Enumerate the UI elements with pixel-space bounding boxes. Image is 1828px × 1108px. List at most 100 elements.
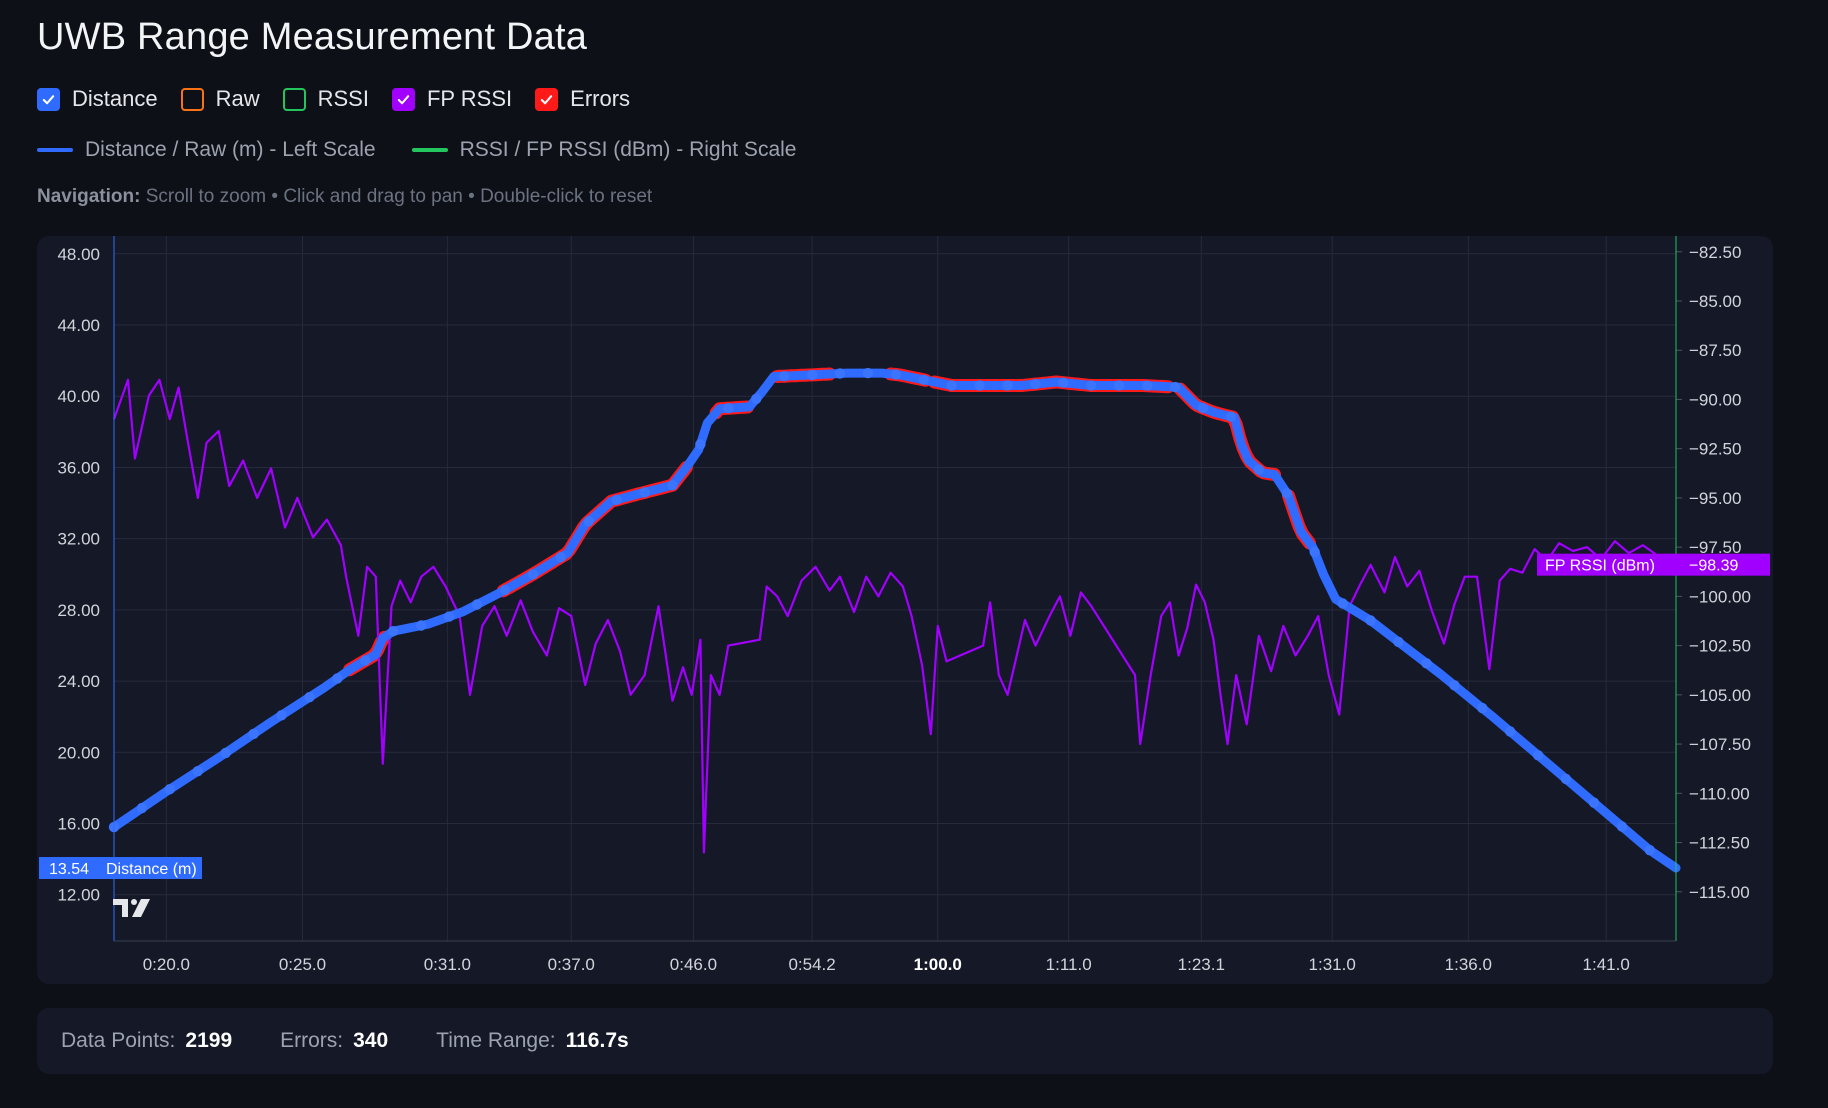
distance-point <box>443 611 455 622</box>
legend-swatch <box>411 148 448 152</box>
distance-value-tag <box>39 857 99 880</box>
toggle-fp-rssi[interactable]: FP RSSI <box>391 86 513 112</box>
distance-point <box>1505 726 1516 737</box>
distance-point <box>1365 615 1376 626</box>
right-tick-label: −82.50 <box>1689 243 1741 262</box>
left-tick-label: 40.00 <box>57 387 100 406</box>
distance-point <box>1421 658 1432 669</box>
toggle-distance[interactable]: Distance <box>37 86 158 112</box>
distance-point <box>1477 702 1488 714</box>
distance-point <box>583 516 594 527</box>
x-tick-label: 1:00.0 <box>914 955 962 974</box>
distance-point <box>1253 464 1265 475</box>
distance-point <box>248 728 259 740</box>
right-tick-label: −92.50 <box>1689 440 1741 459</box>
fp-rssi-value-tag <box>1676 553 1770 576</box>
distance-point <box>416 620 427 631</box>
left-tick-label: 24.00 <box>57 672 100 691</box>
toggle-label: Raw <box>215 86 260 111</box>
distance-point <box>1616 821 1628 832</box>
right-tick-label: −95.00 <box>1689 489 1741 508</box>
right-tick-label: −115.00 <box>1689 883 1750 902</box>
distance-point <box>1114 380 1125 391</box>
distance-point <box>1560 773 1572 785</box>
scale-legend: Distance / Raw (m) - Left Scale RSSI / F… <box>37 138 832 162</box>
fp-rssi-line <box>112 378 1677 854</box>
axes: 48.00 44.00 40.00 36.00 32.00 28.00 24.00 20.00… <box>57 236 1751 974</box>
error-segments <box>343 367 1316 677</box>
distance-point <box>1309 546 1320 558</box>
stat-value: 116.7s <box>565 1029 629 1052</box>
right-tick-label: −107.50 <box>1689 735 1751 754</box>
chart-svg[interactable]: 48.00 44.00 40.00 36.00 32.00 28.00 24.00 20.00… <box>37 236 1773 984</box>
distance-line <box>109 368 1681 873</box>
page-title: UWB Range Measurement Data <box>37 16 588 58</box>
distance-point <box>1142 380 1153 391</box>
right-tick-label: −97.50 <box>1689 538 1741 557</box>
distance-point <box>918 374 929 385</box>
toggle-rssi[interactable]: RSSI <box>282 86 369 112</box>
chart-card[interactable]: 48.00 44.00 40.00 36.00 32.00 28.00 24.00 20.00… <box>37 236 1773 984</box>
distance-point <box>779 371 790 382</box>
distance-point <box>667 480 678 491</box>
right-tick-label: −110.00 <box>1689 784 1750 803</box>
stat-time-range: Time Range: 116.7s <box>436 1029 629 1053</box>
series-markers: 13.54 Distance (m) FP RSSI (dBm) −98.39 <box>39 553 1770 880</box>
left-tick-label: 16.00 <box>57 815 100 834</box>
toggle-label: Distance <box>72 86 158 111</box>
distance-point <box>1644 845 1656 856</box>
left-tick-label: 20.00 <box>57 743 100 762</box>
left-tick-label: 12.00 <box>57 886 100 905</box>
distance-point <box>806 369 818 381</box>
distance-point <box>304 692 315 703</box>
errors-checkbox[interactable] <box>535 87 559 111</box>
distance-point <box>499 584 511 596</box>
distance-point <box>1225 411 1237 422</box>
rssi-checkbox[interactable] <box>282 87 306 111</box>
x-tick-label: 0:25.0 <box>279 955 326 974</box>
x-tick-label: 0:46.0 <box>670 955 717 974</box>
raw-checkbox[interactable] <box>180 87 204 111</box>
x-tick-label: 0:37.0 <box>548 955 595 974</box>
toggle-label: FP RSSI <box>426 86 513 111</box>
distance-point <box>1393 636 1404 648</box>
distance-point <box>751 393 762 404</box>
distance-point <box>1337 598 1348 609</box>
left-tick-label: 48.00 <box>57 245 100 264</box>
distance-value-label: 13.54 <box>49 861 89 878</box>
stat-value: 340 <box>353 1029 389 1052</box>
legend-label: RSSI / FP RSSI (dBm) - Right Scale <box>459 138 797 161</box>
toggle-raw[interactable]: Raw <box>180 86 260 112</box>
distance-point <box>220 747 231 759</box>
distance-name-tag <box>99 857 202 880</box>
x-tick-label: 1:11.0 <box>1046 955 1092 974</box>
distance-point <box>192 766 203 777</box>
left-tick-label: 36.00 <box>57 458 100 477</box>
fp-rssi-checkbox[interactable] <box>391 87 415 111</box>
stats-bar: Data Points: 2199 Errors: 340 Time Range… <box>37 1008 1773 1074</box>
tradingview-logo-icon[interactable] <box>113 899 150 917</box>
legend-label: Distance / Raw (m) - Left Scale <box>85 138 376 161</box>
distance-point <box>164 784 175 795</box>
x-tick-label: 1:41.0 <box>1583 955 1630 974</box>
distance-point <box>332 673 343 684</box>
distance-point <box>388 626 399 637</box>
stat-data-points: Data Points: 2199 <box>61 1029 232 1053</box>
x-tick-label: 1:23.1 <box>1178 955 1225 974</box>
right-tick-label: −112.50 <box>1689 834 1750 853</box>
fp-rssi-name-label: FP RSSI (dBm) <box>1545 558 1655 575</box>
distance-point <box>136 802 148 814</box>
toggle-label: Errors <box>570 86 631 111</box>
right-tick-label: −87.50 <box>1689 341 1741 360</box>
distance-checkbox[interactable] <box>37 87 60 111</box>
toggle-errors[interactable]: Errors <box>535 86 630 112</box>
distance-point <box>723 403 734 414</box>
stat-value: 2199 <box>185 1029 233 1052</box>
distance-point <box>834 368 846 379</box>
stat-errors: Errors: 340 <box>280 1029 388 1053</box>
legend-right-scale: RSSI / FP RSSI (dBm) - Right Scale <box>411 138 797 162</box>
series-lines <box>108 367 1681 873</box>
x-tick-label: 1:31.0 <box>1309 955 1356 974</box>
distance-point <box>611 494 622 505</box>
